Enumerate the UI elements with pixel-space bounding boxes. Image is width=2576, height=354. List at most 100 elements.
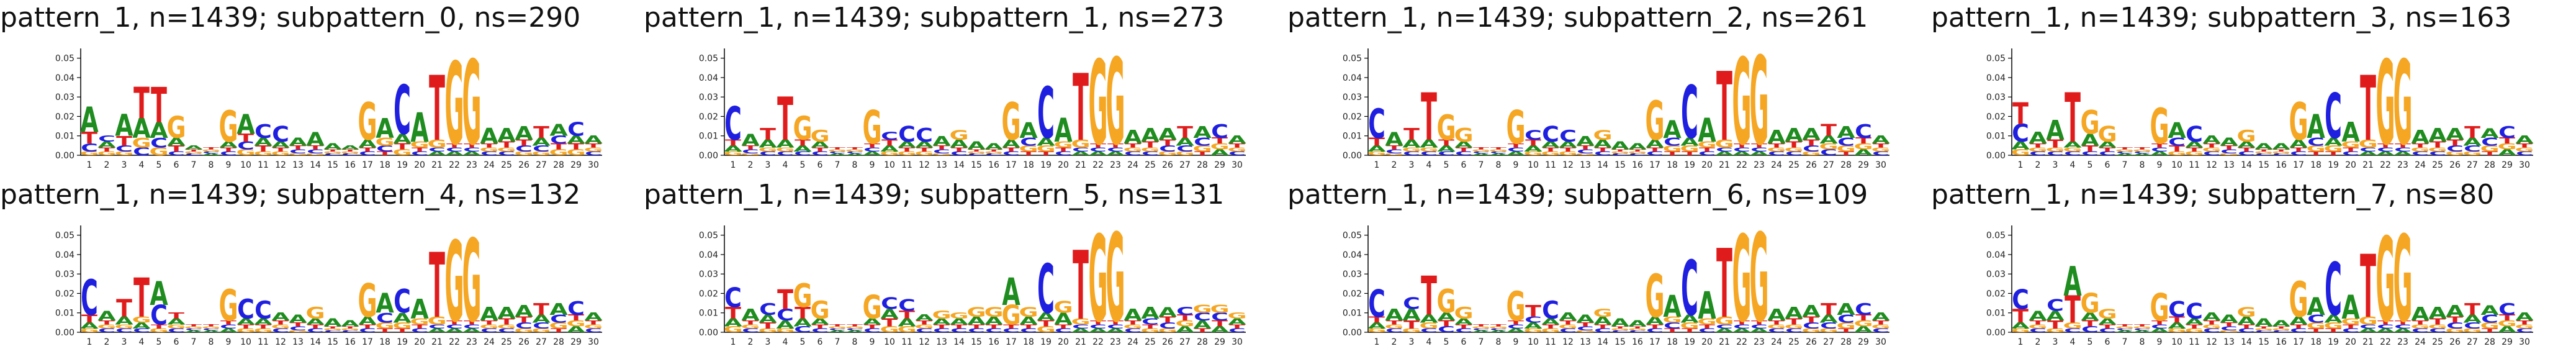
logo-letter-T: T	[1229, 143, 1245, 149]
logo-letter-A: A	[567, 134, 585, 146]
x-tick-label: 16	[1632, 337, 1643, 347]
logo-letter-C: C	[2429, 327, 2446, 334]
logo-letter-A: A	[254, 317, 272, 327]
logo-letter-G: G	[2445, 327, 2464, 334]
logo-letter-C: C	[498, 150, 515, 157]
logo-letter-C: C	[2325, 247, 2342, 332]
logo-letter-A: A	[2446, 302, 2464, 320]
x-tick-label: 22	[1092, 160, 1104, 170]
y-tick-label: 0.00	[55, 151, 74, 161]
logo-panel: pattern_1, n=1439; subpattern_3, ns=163 0…	[1931, 0, 2575, 177]
logo-letter-G: G	[1227, 147, 1246, 153]
logo-letter-C: C	[1646, 327, 1664, 334]
logo-letter-A: A	[1454, 317, 1472, 327]
logo-letter-T: T	[760, 125, 776, 143]
logo-letter-T: T	[847, 324, 863, 327]
logo-letter-C: C	[1559, 327, 1577, 334]
logo-letter-G: G	[184, 326, 203, 329]
y-tick-label: 0.05	[1986, 231, 2006, 241]
y-tick-label: 0.01	[1343, 132, 1362, 142]
logo-letter-T: T	[99, 320, 115, 326]
logo-letter-A: A	[2185, 140, 2203, 150]
logo-letter-T: T	[1160, 138, 1176, 147]
logo-letter-C: C	[742, 327, 759, 334]
x-tick-label: 14	[1597, 160, 1608, 170]
logo-letter-C: C	[98, 134, 115, 143]
logo-letter-G: G	[1575, 153, 1595, 156]
logo-letter-A: A	[97, 309, 115, 324]
logo-letter-T: T	[2516, 320, 2533, 326]
logo-letter-T: T	[1560, 147, 1576, 153]
logo-letter-T: T	[2308, 150, 2324, 157]
logo-letter-C: C	[933, 327, 950, 334]
logo-letter-A: A	[1680, 312, 1699, 325]
logo-letter-A: A	[1541, 317, 1559, 327]
logo-letter-A: A	[1002, 270, 1020, 314]
x-tick-label: 19	[1684, 160, 1695, 170]
logo-letter-G: G	[1506, 283, 1525, 330]
logo-letter-C: C	[463, 147, 480, 153]
logo-letter-A: A	[2237, 315, 2256, 327]
logo-letter-G: G	[462, 217, 481, 348]
x-tick-label: 5	[1444, 160, 1449, 170]
x-tick-label: 4	[783, 337, 788, 347]
x-tick-label: 19	[2328, 160, 2339, 170]
logo-letter-T: T	[2186, 324, 2202, 330]
logo-letter-T: T	[2325, 150, 2341, 157]
logo-letter-C: C	[1507, 147, 1524, 153]
logo-letter-T: T	[498, 140, 515, 150]
logo-letter-T: T	[2099, 324, 2115, 330]
logo-letter-C: C	[1837, 312, 1855, 325]
logo-letter-C: C	[759, 150, 777, 157]
x-tick-label: 16	[2276, 160, 2287, 170]
logo-letter-G: G	[2080, 104, 2099, 142]
logo-letter-C: C	[446, 147, 463, 153]
x-tick-label: 6	[1461, 337, 1467, 347]
logo-letter-A: A	[2341, 289, 2360, 327]
logo-letter-T: T	[1073, 232, 1089, 342]
logo-letter-G: G	[2289, 93, 2308, 152]
logo-letter-C: C	[2029, 150, 2047, 157]
logo-letter-C: C	[289, 325, 307, 332]
logo-letter-T: T	[1490, 147, 1507, 150]
logo-letter-G: G	[2306, 321, 2325, 330]
logo-letter-C: C	[2047, 150, 2064, 157]
logo-letter-C: C	[463, 324, 480, 330]
x-tick-label: 12	[1562, 337, 1574, 347]
logo-letter-C: C	[81, 142, 98, 154]
logo-letter-C: C	[898, 122, 916, 147]
logo-letter-A: A	[428, 327, 446, 334]
logo-letter-A: A	[863, 150, 881, 157]
logo-letter-T: T	[498, 317, 515, 327]
x-tick-label: 19	[1684, 337, 1695, 347]
logo-letter-A: A	[1524, 144, 1542, 153]
x-tick-label: 20	[2345, 160, 2356, 170]
logo-letter-C: C	[168, 150, 185, 157]
logo-letter-A: A	[2480, 125, 2498, 141]
logo-letter-T: T	[968, 149, 985, 152]
logo-letter-A: A	[1106, 150, 1125, 157]
logo-letter-G: G	[1645, 263, 1664, 331]
y-tick-label: 0.04	[699, 73, 718, 83]
logo-letter-C: C	[1542, 297, 1559, 325]
logo-letter-T: T	[2030, 320, 2046, 326]
logo-letter-A: A	[1854, 325, 1872, 334]
logo-letter-G: G	[149, 145, 168, 158]
logo-letter-G: G	[1732, 37, 1751, 172]
logo-letter-G: G	[358, 275, 377, 328]
x-tick-label: 27	[536, 160, 547, 170]
x-tick-label: 12	[275, 337, 286, 347]
y-tick-label: 0.05	[1343, 54, 1362, 64]
logo-letter-T: T	[151, 78, 167, 134]
y-tick-label: 0.03	[55, 270, 74, 279]
logo-letter-T: T	[325, 326, 341, 329]
logo-letter-C: C	[2255, 153, 2272, 156]
logo-letter-G: G	[932, 153, 951, 156]
logo-letter-T: T	[1386, 320, 1402, 326]
logo-letter-C: C	[498, 327, 515, 334]
logo-letter-T: T	[1525, 138, 1542, 147]
logo-letter-A: A	[584, 311, 603, 323]
logo-letter-T: T	[220, 147, 236, 153]
x-tick-label: 23	[1754, 160, 1765, 170]
logo-letter-T: T	[2482, 150, 2498, 157]
